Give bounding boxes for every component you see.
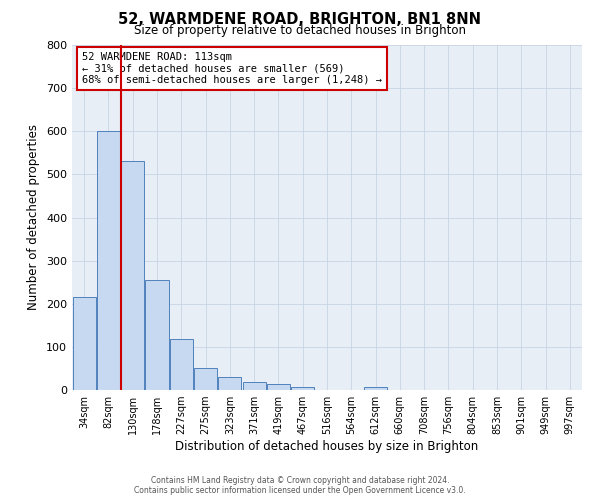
Text: 52, WARMDENE ROAD, BRIGHTON, BN1 8NN: 52, WARMDENE ROAD, BRIGHTON, BN1 8NN (119, 12, 482, 28)
Bar (145, 280, 169, 390)
Text: Size of property relative to detached houses in Brighton: Size of property relative to detached ho… (134, 24, 466, 37)
Bar (218, 377, 241, 390)
Bar (267, 384, 290, 390)
Text: 52 WARMDENE ROAD: 113sqm
← 31% of detached houses are smaller (569)
68% of semi-: 52 WARMDENE ROAD: 113sqm ← 31% of detach… (82, 52, 382, 85)
Text: Contains HM Land Registry data © Crown copyright and database right 2024.
Contai: Contains HM Land Registry data © Crown c… (134, 476, 466, 495)
Bar (121, 162, 144, 390)
Bar (97, 131, 120, 390)
Bar (364, 387, 387, 390)
Bar (170, 339, 193, 390)
Bar (194, 368, 217, 390)
Bar (73, 298, 95, 390)
Bar (291, 386, 314, 390)
Y-axis label: Number of detached properties: Number of detached properties (28, 124, 40, 310)
X-axis label: Distribution of detached houses by size in Brighton: Distribution of detached houses by size … (175, 440, 479, 453)
Bar (242, 382, 266, 390)
